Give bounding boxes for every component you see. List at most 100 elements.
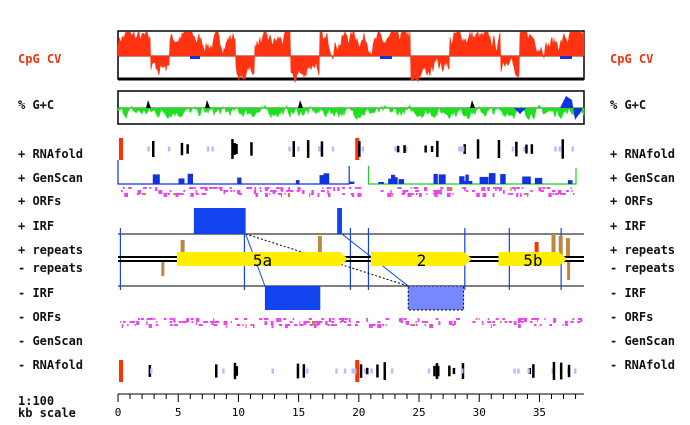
orf-mark (514, 187, 516, 191)
orf-mark (438, 321, 441, 325)
orf-mark (242, 324, 244, 326)
rnafold-mark (458, 146, 461, 152)
rnafold-mark (271, 368, 274, 374)
orf-mark (255, 193, 259, 197)
orf-mark (225, 324, 227, 328)
rnafold-plus-track (119, 138, 574, 160)
genscan-exon (187, 173, 193, 184)
orf-mark (124, 193, 127, 197)
orf-mark (267, 187, 270, 189)
exon-features: 5a 2 5b (177, 251, 568, 270)
orf-mark (129, 321, 133, 323)
orf-mark (155, 324, 159, 326)
genscan-plus-line (117, 160, 350, 185)
genscan-minus-label-right: - GenScan (610, 334, 676, 348)
genscan-exon (323, 173, 330, 184)
orf-mark (208, 187, 213, 189)
orf-mark (453, 321, 456, 325)
orf-mark (482, 193, 487, 197)
orf-mark (311, 193, 314, 195)
repeats-plus-label-right: + repeats (610, 243, 676, 257)
scale-ticks: 0 5 10 15 20 25 30 35 (115, 394, 577, 419)
orf-mark (425, 321, 429, 323)
orf-mark (327, 187, 332, 189)
scale-ratio-label: 1:100 (18, 394, 55, 408)
orf-mark (523, 193, 525, 195)
orf-mark (493, 324, 496, 326)
orf-mark (549, 324, 552, 326)
scale-tick-label: 5 (175, 406, 182, 419)
orf-mark (247, 187, 251, 189)
orf-mark (264, 187, 268, 191)
irf-plus-label-right: + IRF (610, 219, 647, 233)
orf-mark (554, 193, 559, 195)
rnafold-mark (394, 146, 397, 152)
rnafold-mark (376, 364, 379, 378)
rnafold-mark (561, 139, 564, 159)
rnafold-mark (461, 368, 464, 374)
orf-mark (538, 187, 542, 191)
orf-mark (438, 190, 442, 194)
rnafold-mark (306, 368, 309, 374)
orf-mark (333, 187, 335, 191)
orf-mark (128, 187, 132, 189)
genscan-minus-label-left: - GenScan (18, 334, 84, 348)
orf-mark (523, 318, 527, 322)
orf-mark (551, 190, 556, 192)
orfs-minus-label-right: - ORFs (610, 310, 654, 324)
orf-mark (315, 321, 317, 323)
rnafold-mark (511, 146, 515, 152)
orf-mark (343, 321, 347, 323)
genscan-exon (438, 174, 446, 184)
orf-mark (218, 187, 223, 189)
orf-mark (503, 190, 505, 194)
orf-mark (495, 318, 499, 320)
cpg-track-label-left: CpG CV (18, 52, 62, 66)
orf-mark (309, 193, 311, 197)
orf-mark (355, 321, 360, 323)
orf-mark (546, 187, 551, 189)
orf-mark (276, 187, 280, 189)
scale-tick-label: 30 (473, 406, 486, 419)
orf-mark (122, 187, 125, 189)
orf-mark (531, 318, 535, 320)
genscan-exon (500, 174, 506, 184)
orf-mark (198, 324, 202, 326)
orf-mark (334, 324, 337, 326)
orf-mark (544, 318, 546, 320)
orf-mark (229, 187, 232, 189)
rnafold-mark (361, 146, 365, 152)
orf-mark (487, 187, 490, 191)
rnafold-mark (404, 146, 408, 152)
rnafold-mark (150, 368, 153, 374)
genscan-exon (398, 179, 405, 184)
orf-mark (332, 318, 335, 320)
orf-mark (447, 193, 451, 197)
orf-mark (562, 324, 564, 326)
rnafold-mark (148, 365, 152, 377)
rnafold-mark (351, 368, 354, 374)
orf-mark (200, 187, 204, 189)
orf-mark (213, 318, 215, 322)
genscan-exon (534, 177, 543, 184)
repeat-minus-mark (161, 262, 165, 276)
orf-mark (553, 321, 556, 323)
scale-tick-label: 0 (115, 406, 122, 419)
orf-mark (520, 193, 522, 197)
orf-mark (330, 324, 335, 326)
rnafold-mark (530, 144, 534, 154)
orf-mark (348, 318, 351, 322)
rnafold-mark (383, 362, 386, 380)
gc-blue-regions (514, 96, 582, 120)
orf-mark (385, 324, 387, 326)
orf-mark (297, 187, 300, 189)
orf-mark (424, 187, 427, 191)
rnafold-mark (567, 364, 571, 378)
orf-mark (290, 190, 294, 192)
orf-mark (481, 187, 486, 191)
orf-mark (327, 190, 329, 194)
orf-mark (472, 321, 476, 323)
gc-track-label-left: % G+C (18, 98, 55, 112)
rnafold-mark (211, 146, 214, 152)
exon-label: 5b (523, 251, 542, 270)
